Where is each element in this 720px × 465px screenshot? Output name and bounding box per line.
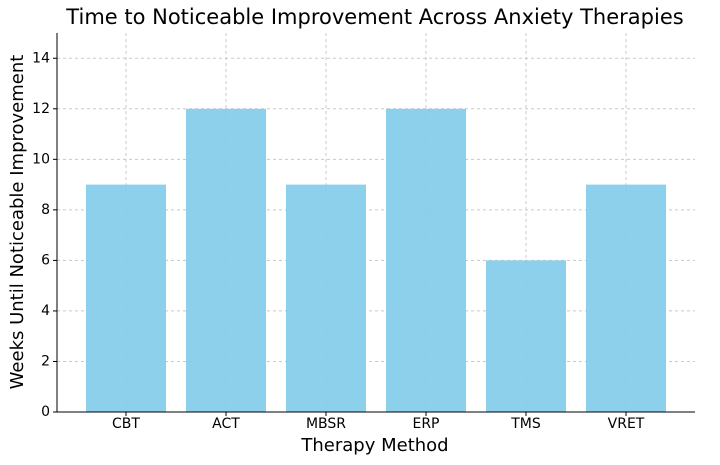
x-tick-label: TMS (510, 416, 541, 432)
x-tick-label: CBT (112, 416, 140, 432)
y-tick-label: 4 (41, 303, 50, 319)
y-tick-label: 8 (41, 202, 50, 218)
y-tick-label: 6 (41, 252, 50, 268)
bar (86, 184, 166, 412)
bar (486, 260, 566, 412)
x-tick-label: ACT (212, 416, 240, 432)
y-tick-label: 12 (32, 101, 50, 117)
y-tick-label: 0 (41, 404, 50, 420)
x-tick-label: MBSR (306, 416, 346, 432)
y-axis-label: Weeks Until Noticeable Improvement (7, 55, 28, 390)
bar (186, 108, 266, 413)
y-tick-label: 10 (32, 151, 50, 167)
x-tick-label: ERP (412, 416, 439, 432)
x-axis-label: Therapy Method (300, 435, 448, 456)
y-tick-label: 2 (41, 353, 50, 369)
bar (586, 184, 666, 412)
bar (286, 184, 366, 412)
bar (386, 108, 466, 413)
y-tick-label: 14 (32, 50, 50, 66)
chart-title: Time to Noticeable Improvement Across An… (65, 5, 683, 29)
x-tick-label: VRET (608, 416, 645, 432)
